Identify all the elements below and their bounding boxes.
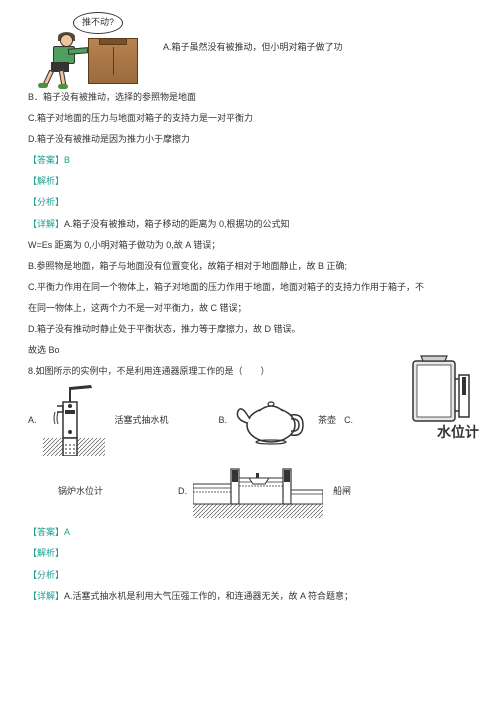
opt-d-label: D. <box>178 483 187 500</box>
speech-bubble: 推不动? <box>73 12 123 34</box>
answer8-label: 【答案】 <box>28 527 64 537</box>
analysis-label: 【解析】 <box>28 173 472 190</box>
boy-pushing <box>28 34 83 84</box>
detail-label: 【详解】 <box>28 219 64 229</box>
boiler-label: 锅炉水位计 <box>58 483 103 500</box>
option-c-text: C.箱子对地面的压力与地面对箱子的支持力是一对平衡力 <box>28 110 472 127</box>
option-d-group: D. 船闸 <box>178 464 351 518</box>
answer-value: B <box>64 155 70 165</box>
option-d-text: D.箱子没有被推动是因为推力小于摩擦力 <box>28 131 472 148</box>
option-b-group: B. 茶壶 C. <box>219 393 354 448</box>
detail-a: A.箱子没有被推动，箱子移动的距离为 0,根据功的公式知 <box>64 219 290 229</box>
answer8-value: A <box>64 527 70 537</box>
opt-b-name: 茶壶 <box>318 412 336 429</box>
opt-c-label: C. <box>344 412 353 429</box>
opt-b-label: B. <box>219 412 228 429</box>
svg-text:水位计: 水位计 <box>437 424 479 440</box>
option-c-group: 水位计 <box>407 355 482 445</box>
analyze-label: 【分析】 <box>28 194 472 211</box>
opt-a-label: A. <box>28 412 37 429</box>
detail8-a: A.活塞式抽水机是利用大气压强工作的，和连通器无关，故 A 符合题意； <box>64 591 353 601</box>
teapot-icon <box>233 393 308 448</box>
option-a-text: A.箱子虽然没有被推动，但小明对箱子做了功 <box>163 39 343 56</box>
answer-label: 【答案】 <box>28 155 64 165</box>
option-a-group: A. 活塞式抽水机 <box>28 384 169 456</box>
analyze8-label: 【分析】 <box>28 567 472 584</box>
detail-b: B.参照物是地面，箱子与地面没有位置变化，故箱子相对于地面静止，故 B 正确; <box>28 258 472 275</box>
detail-c1: C.平衡力作用在同一个物体上，箱子对地面的压力作用于地面，地面对箱子的支持力作用… <box>28 279 472 296</box>
push-box-figure: 推不动? <box>28 12 148 87</box>
q8-stem: 8.如图所示的实例中，不是利用连通器原理工作的是（ ） <box>28 363 472 380</box>
piston-pump-icon <box>43 384 105 456</box>
detail-c2: 在同一物体上，这两个力不是一对平衡力，故 C 错误； <box>28 300 472 317</box>
option-b-text: B．箱子没有被推动，选择的参照物是地面 <box>28 89 472 106</box>
opt-a-name: 活塞式抽水机 <box>115 412 169 429</box>
detail-w: W=Es 距离为 0,小明对箱子做功为 0,故 A 错误； <box>28 237 472 254</box>
analysis8-label: 【解析】 <box>28 545 472 562</box>
detail8-label: 【详解】 <box>28 591 64 601</box>
water-gauge-icon: 水位计 <box>407 355 482 445</box>
answer-8: 【答案】A <box>28 524 472 541</box>
ship-lock-icon <box>193 464 323 518</box>
detail-conclude: 故选 Bo <box>28 342 472 359</box>
detail-8: 【详解】A.活塞式抽水机是利用大气压强工作的，和连通器无关，故 A 符合题意； <box>28 588 472 605</box>
detail-7: 【详解】A.箱子没有被推动，箱子移动的距离为 0,根据功的公式知 <box>28 216 472 233</box>
wooden-box <box>88 38 138 84</box>
detail-d: D.箱子没有推动时静止处于平衡状态，推力等于摩擦力，故 D 错误。 <box>28 321 472 338</box>
opt-d-name: 船闸 <box>333 483 351 500</box>
answer-7: 【答案】B <box>28 152 472 169</box>
